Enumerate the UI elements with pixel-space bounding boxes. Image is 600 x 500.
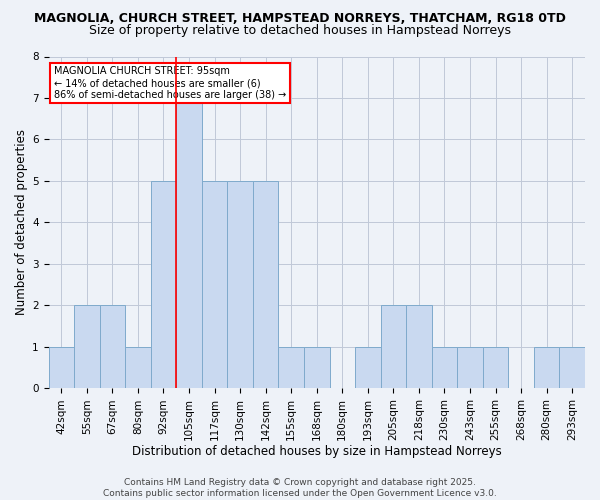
Bar xyxy=(355,347,380,389)
Bar xyxy=(100,306,125,388)
Text: Size of property relative to detached houses in Hampstead Norreys: Size of property relative to detached ho… xyxy=(89,24,511,37)
Bar xyxy=(176,98,202,388)
Bar xyxy=(49,347,74,389)
Bar xyxy=(125,347,151,389)
Bar xyxy=(202,181,227,388)
Bar xyxy=(457,347,483,389)
Text: MAGNOLIA, CHURCH STREET, HAMPSTEAD NORREYS, THATCHAM, RG18 0TD: MAGNOLIA, CHURCH STREET, HAMPSTEAD NORRE… xyxy=(34,12,566,26)
Bar xyxy=(534,347,559,389)
X-axis label: Distribution of detached houses by size in Hampstead Norreys: Distribution of detached houses by size … xyxy=(132,444,502,458)
Bar xyxy=(406,306,432,388)
Bar xyxy=(304,347,329,389)
Bar xyxy=(278,347,304,389)
Bar xyxy=(432,347,457,389)
Text: Contains HM Land Registry data © Crown copyright and database right 2025.
Contai: Contains HM Land Registry data © Crown c… xyxy=(103,478,497,498)
Y-axis label: Number of detached properties: Number of detached properties xyxy=(15,130,28,316)
Bar xyxy=(227,181,253,388)
Text: MAGNOLIA CHURCH STREET: 95sqm
← 14% of detached houses are smaller (6)
86% of se: MAGNOLIA CHURCH STREET: 95sqm ← 14% of d… xyxy=(54,66,286,100)
Bar xyxy=(253,181,278,388)
Bar xyxy=(559,347,585,389)
Bar xyxy=(483,347,508,389)
Bar xyxy=(151,181,176,388)
Bar xyxy=(380,306,406,388)
Bar xyxy=(74,306,100,388)
